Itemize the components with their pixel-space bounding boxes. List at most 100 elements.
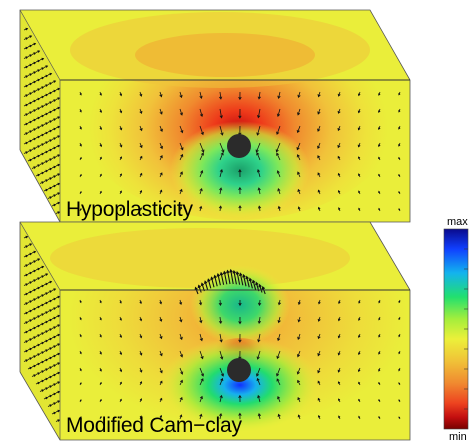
mcc-vector-arrow — [358, 333, 361, 339]
hypo-vector-arrow — [39, 105, 45, 108]
hypo-vector-arrow — [27, 120, 33, 124]
hypo-vector-arrow — [79, 125, 82, 130]
mcc-vector-arrow — [199, 378, 204, 386]
hypo-vector-arrow — [47, 196, 53, 199]
hypo-vector-arrow — [317, 91, 321, 98]
mcc-vector-arrow — [139, 367, 143, 373]
mcc-vector-arrow — [51, 364, 57, 367]
hypo-vector-arrow — [27, 35, 33, 38]
mcc-vector-arrow — [79, 416, 82, 420]
mcc-vector-arrow — [55, 343, 61, 346]
mcc-vector-arrow — [39, 370, 45, 373]
hypo-vector-arrow — [43, 188, 49, 192]
hypo-vector-arrow — [276, 108, 281, 117]
mcc-heave-arrow — [238, 272, 244, 286]
hypo-vector-arrow — [159, 172, 163, 178]
mcc-vector-arrow — [23, 273, 29, 277]
hypo-vector-arrow — [27, 82, 33, 86]
hypo-vector-arrow — [31, 128, 37, 131]
mcc-vector-arrow — [23, 264, 29, 267]
mcc-vector-arrow — [79, 350, 82, 355]
mcc-vector-arrow — [276, 378, 281, 386]
mcc-vector-arrow — [79, 333, 82, 338]
mcc-vector-arrow — [51, 354, 57, 358]
mcc-vector-arrow — [43, 377, 49, 381]
hypo-vector-arrow — [79, 207, 82, 212]
hypo-vector-arrow — [43, 131, 49, 135]
colorbar-min-label: min — [449, 431, 467, 443]
hypo-vector-arrow — [398, 142, 401, 147]
hypo-vector-arrow — [296, 154, 301, 161]
mcc-vector-arrow — [43, 396, 49, 400]
hypo-vector-arrow — [357, 91, 361, 97]
hypo-vector-arrow — [338, 207, 341, 212]
mcc-vector-arrow — [27, 366, 33, 370]
mcc-vector-arrow — [199, 316, 203, 324]
mcc-vector-arrow — [238, 317, 242, 325]
mcc-vector-arrow — [51, 288, 57, 291]
hypo-vector-arrow — [99, 125, 102, 131]
mcc-vector-arrow — [51, 392, 57, 396]
hypo-vector-arrow — [47, 177, 53, 180]
mcc-vector-arrow — [55, 324, 61, 327]
hypo-vector-arrow — [51, 108, 57, 112]
mcc-heave-arrow — [219, 271, 225, 285]
mcc-vector-arrow — [297, 350, 301, 358]
hypo-vector-arrow — [31, 42, 37, 46]
hypo-vector-arrow — [27, 63, 33, 67]
mcc-vector-arrow — [277, 316, 281, 324]
mcc-vector-arrow — [27, 338, 33, 341]
hypo-vector-arrow — [219, 187, 223, 195]
mcc-vector-arrow — [27, 281, 33, 284]
mcc-vector-arrow — [31, 355, 37, 358]
hypo-vector-arrow — [23, 113, 29, 116]
mcc-vector-arrow — [23, 349, 29, 353]
mcc-vector-arrow — [39, 265, 45, 269]
mcc-vector-arrow — [51, 297, 57, 301]
hypo-displacement-vectors — [23, 27, 401, 214]
hypo-vector-arrow — [139, 108, 143, 115]
hypo-vector-arrow — [39, 162, 45, 165]
hypo-contour-top-inner — [135, 33, 315, 77]
mcc-vector-arrow — [35, 258, 41, 261]
mcc-vector-arrow — [51, 316, 57, 320]
hypo-vector-arrow — [51, 127, 57, 131]
hypo-vector-arrow — [35, 154, 41, 158]
mcc-vector-arrow — [398, 416, 401, 420]
mcc-heave-arrow — [226, 269, 231, 285]
hypo-vector-arrow — [23, 151, 29, 154]
hypo-vector-arrow — [35, 97, 41, 101]
hypo-vector-arrow — [378, 91, 381, 96]
mcc-vector-arrow — [337, 350, 341, 356]
hypo-vector-arrow — [337, 172, 341, 178]
mcc-vector-arrow — [256, 367, 261, 377]
mcc-heave-arrow — [261, 286, 266, 295]
mcc-vector-arrow — [218, 316, 223, 325]
mcc-vector-arrow — [297, 396, 301, 403]
hypo-vector-arrow — [35, 164, 41, 167]
hypo-vector-arrow — [47, 120, 53, 123]
mcc-vector-arrow — [27, 290, 33, 294]
mcc-vector-arrow — [55, 314, 61, 318]
mcc-vector-arrow — [23, 283, 29, 286]
hypo-vector-arrow — [256, 125, 261, 136]
hypo-vector-arrow — [317, 142, 321, 150]
hypo-vector-arrow — [35, 50, 41, 53]
hypo-vector-arrow — [39, 95, 45, 99]
mcc-vector-arrow — [99, 350, 102, 355]
panel-hypoplasticity — [19, 9, 411, 223]
mcc-vector-arrow — [55, 333, 61, 337]
mcc-vector-arrow — [43, 330, 49, 333]
mcc-vector-arrow — [31, 250, 37, 254]
hypo-vector-arrow — [55, 173, 61, 176]
mcc-vector-arrow — [27, 319, 33, 322]
mcc-vector-arrow — [39, 379, 45, 383]
mcc-heave-arrow — [213, 274, 218, 287]
mcc-vector-arrow — [179, 414, 183, 420]
hypo-vector-arrow — [199, 91, 203, 99]
hypo-vector-arrow — [47, 158, 53, 161]
mcc-vector-arrow — [47, 290, 53, 293]
hypo-vector-arrow — [27, 73, 33, 76]
mcc-vector-arrow — [358, 299, 361, 304]
colorbar-ticks — [464, 248, 468, 410]
